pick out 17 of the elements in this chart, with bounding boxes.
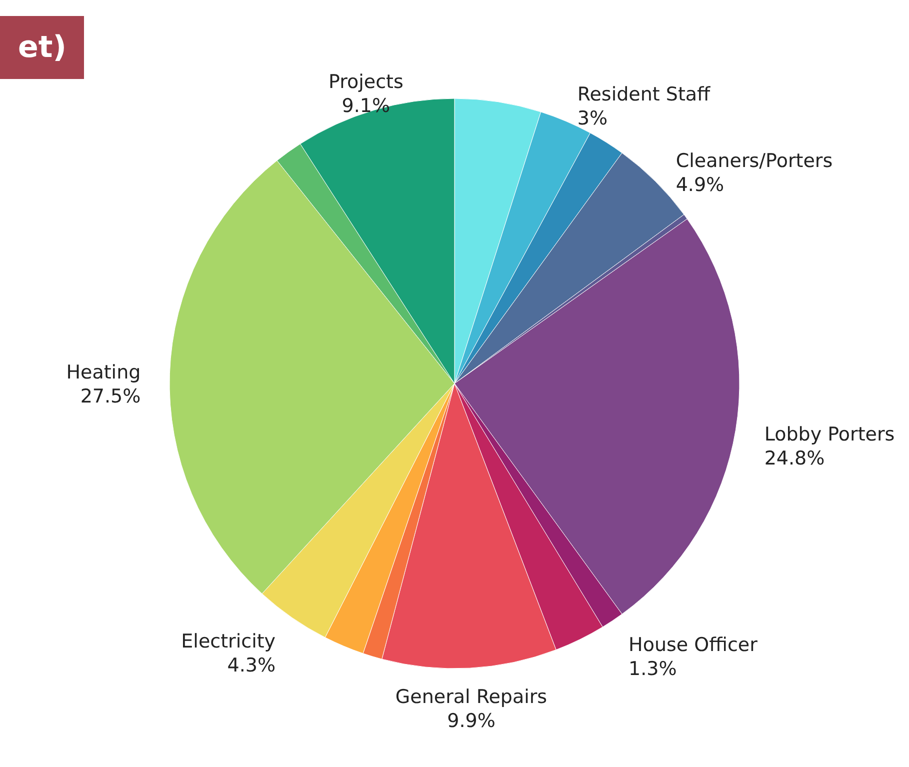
data-label: 9.9% [447, 710, 496, 732]
slice-label: Heating [66, 362, 141, 384]
slice-label: House Officer [628, 634, 758, 656]
data-label: 9.1% [342, 95, 390, 118]
data-label: 1.3% [628, 658, 677, 680]
data-label: 4.9% [676, 174, 724, 196]
slice-label: General Repairs [395, 686, 548, 708]
slice-label: Projects [328, 71, 404, 94]
data-label: 3% [577, 108, 608, 130]
data-label: 4.3% [227, 654, 276, 677]
slice-label: Electricity [181, 630, 276, 653]
slice-label: Cleaners/Porters [676, 150, 833, 172]
chart-title: et) [0, 16, 84, 79]
slice-label: Resident Staff [577, 84, 712, 106]
data-label: 24.8% [764, 448, 825, 470]
data-label: 27.5% [80, 386, 141, 408]
slice-label: Lobby Porters [764, 424, 895, 446]
